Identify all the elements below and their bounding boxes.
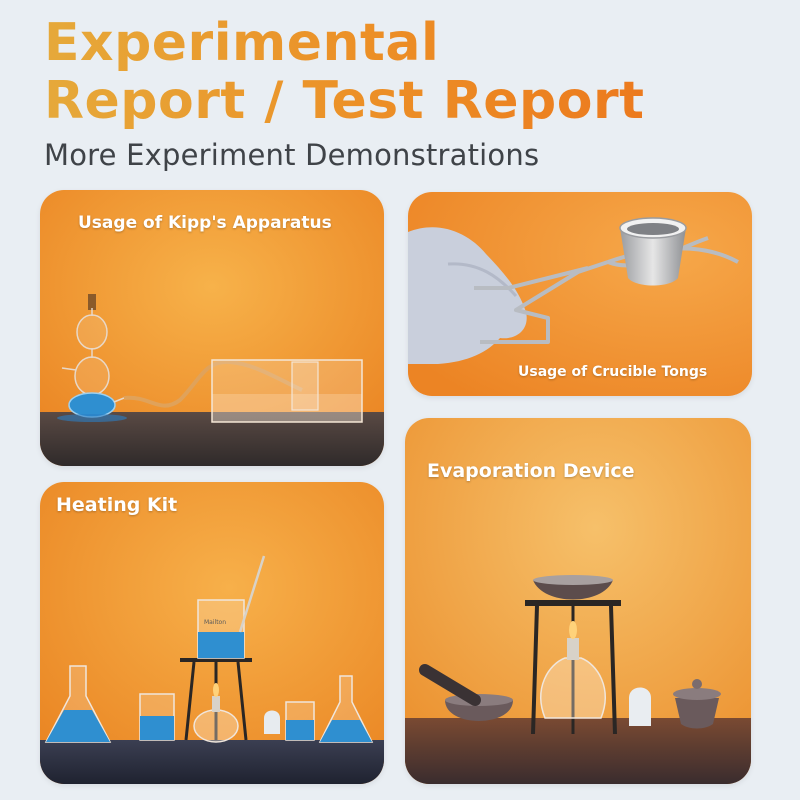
- alcohol-lamp-heating: [193, 683, 239, 743]
- kipp-glassware: [61, 294, 125, 418]
- heating-kit-image: Mailton: [40, 482, 384, 784]
- crucible-with-lid: [673, 679, 721, 729]
- small-beaker-left: [139, 693, 175, 741]
- page-title: Experimental Report / Test Report: [44, 14, 644, 130]
- crucible-tongs-label: Usage of Crucible Tongs: [518, 364, 708, 380]
- alcohol-lamp-evaporation: [540, 621, 606, 719]
- crucible-tongs-image: [408, 192, 752, 396]
- erlenmeyer-flask-right: [318, 675, 374, 743]
- evaporation-device-label: Evaporation Device: [427, 460, 635, 482]
- kipp-apparatus-image: [40, 190, 384, 466]
- page-subtitle: More Experiment Demonstrations: [44, 138, 540, 172]
- lamp-cap: [264, 710, 280, 734]
- heating-kit-card: Mailton Heating Kit: [40, 482, 384, 784]
- kipp-apparatus-label: Usage of Kipp's Apparatus: [78, 213, 332, 233]
- beaker-brand-mark: Mailton: [204, 619, 226, 626]
- rubber-tube: [123, 359, 303, 408]
- crucible-tongs-card: Usage of Crucible Tongs: [408, 192, 752, 396]
- mortar-and-pestle: [419, 664, 513, 721]
- title-line-2: Report / Test Report: [44, 71, 645, 131]
- gloved-hand: [408, 227, 527, 364]
- erlenmeyer-flask-left: [44, 665, 112, 743]
- title-line-1: Experimental: [44, 13, 440, 73]
- tongs: [474, 236, 739, 344]
- kipp-apparatus-card: Usage of Kipp's Apparatus: [40, 190, 384, 466]
- water-trough: [211, 359, 363, 423]
- crucible: [619, 217, 687, 286]
- evaporation-device-image: [405, 418, 751, 784]
- small-beaker-right: [285, 701, 315, 741]
- tripod-with-beaker: Mailton: [180, 555, 266, 741]
- lamp-cap: [629, 687, 651, 726]
- evaporation-device-card: Evaporation Device: [405, 418, 751, 784]
- heating-kit-label: Heating Kit: [56, 494, 178, 516]
